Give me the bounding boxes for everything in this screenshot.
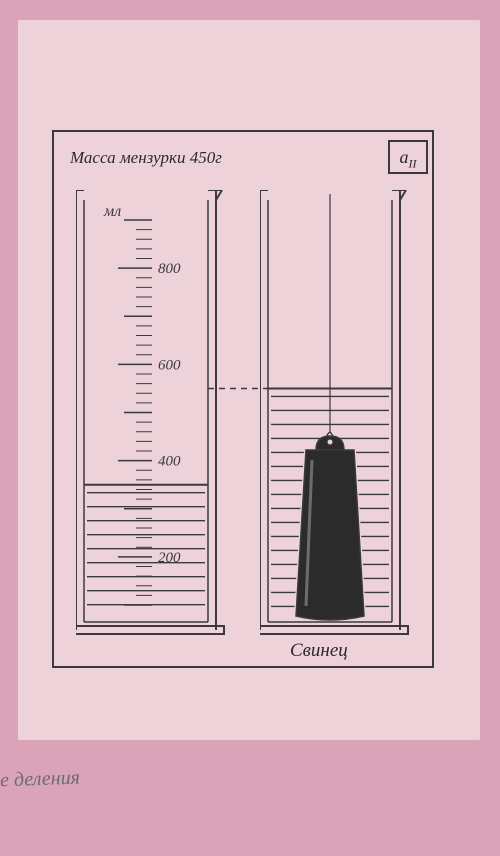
material-caption: Свинец: [290, 640, 348, 662]
handwritten-note: е деления: [0, 767, 80, 793]
dashed-level-line: [52, 130, 434, 668]
